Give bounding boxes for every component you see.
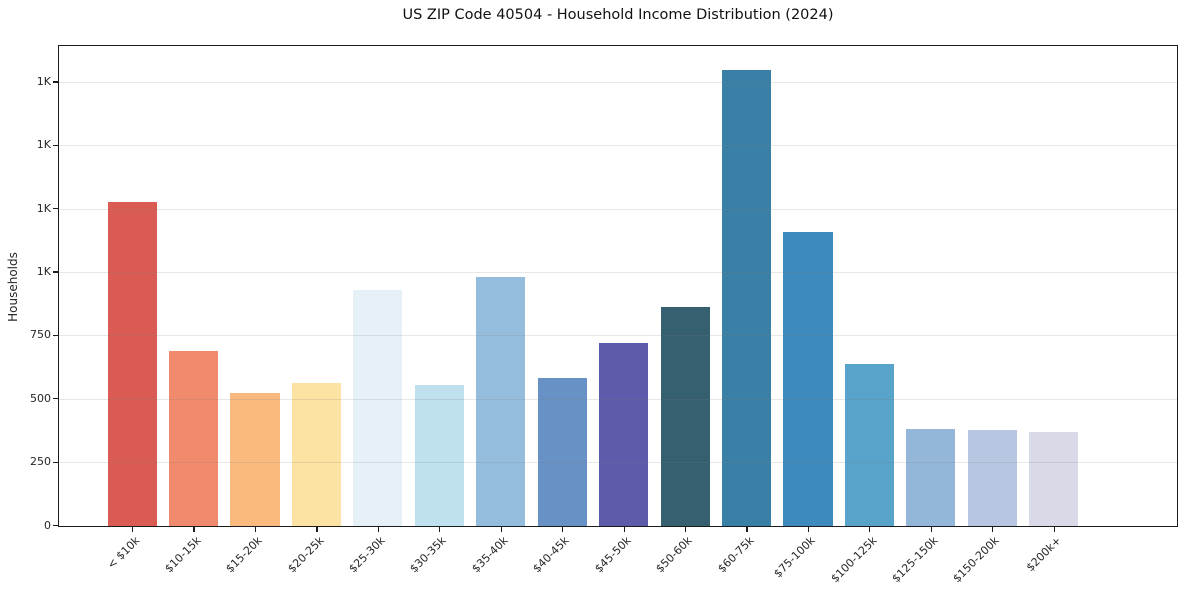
bar-1 — [107, 202, 157, 526]
x-tick-label: $40-45k — [530, 534, 572, 576]
bar-2 — [168, 350, 219, 526]
x-tick-label: $20-25k — [284, 534, 327, 576]
bar-8 — [537, 378, 587, 526]
x-tick-mark — [1053, 527, 1055, 532]
gridlines-layer — [59, 46, 1177, 526]
y-tick-label: 0 — [44, 518, 51, 532]
y-tick-label: 750 — [30, 328, 51, 342]
x-tick-mark — [193, 527, 195, 532]
y-tick-mark — [52, 398, 59, 400]
x-tick-label: $15-20k — [223, 534, 265, 576]
bar-13 — [844, 363, 894, 526]
bar-14 — [906, 428, 956, 526]
x-tick-label: $50-60k — [653, 534, 695, 576]
x-tick-mark — [746, 527, 748, 532]
gridline — [59, 145, 1177, 147]
x-tick-mark — [930, 527, 932, 532]
x-axis-tick-labels: < $10k $10-15k $15-20k $20-25k $25-30k $30-35… — [60, 534, 1177, 590]
bar-4 — [291, 382, 341, 526]
y-tick-mark — [52, 461, 59, 463]
bar-11 — [721, 70, 772, 526]
plot-area — [58, 45, 1178, 527]
y-tick-label: 1K — [36, 265, 51, 279]
bar-12 — [783, 232, 833, 526]
bar-10 — [660, 306, 710, 526]
x-tick-mark — [807, 527, 810, 532]
bar-3 — [230, 392, 280, 526]
bar-16 — [1029, 431, 1079, 526]
y-tick-mark — [52, 524, 59, 527]
y-tick-label: 1K — [36, 138, 51, 152]
y-tick-mark — [52, 271, 59, 273]
bar-15 — [967, 429, 1017, 526]
x-tick-label: $30-35k — [407, 534, 450, 576]
x-tick-mark — [254, 527, 257, 532]
x-tick-label: $60-75k — [714, 534, 757, 576]
bar-7 — [476, 277, 526, 526]
x-tick-label: $35-40k — [469, 534, 511, 576]
x-tick-mark — [562, 527, 564, 532]
y-tick-label: 250 — [30, 455, 51, 469]
x-tick-mark — [439, 527, 441, 532]
gridline — [59, 398, 1177, 400]
x-tick-mark — [500, 527, 502, 532]
x-tick-mark — [316, 527, 318, 532]
y-tick-label: 500 — [30, 391, 51, 405]
y-tick-mark — [52, 144, 59, 146]
x-tick-mark — [869, 527, 871, 532]
y-tick-label: 1K — [36, 74, 51, 88]
gridline — [59, 81, 1177, 83]
x-tick-mark — [684, 527, 687, 532]
x-tick-label: $150-200k — [950, 534, 1002, 586]
y-tick-mark — [52, 334, 59, 336]
x-tick-label: $125-150k — [889, 534, 941, 586]
y-tick-label: 1K — [36, 201, 51, 215]
gridline — [59, 335, 1177, 337]
x-tick-label: $200k+ — [1023, 534, 1064, 575]
x-tick-mark — [377, 527, 379, 532]
x-tick-label: $25-30k — [346, 534, 388, 576]
x-tick-label: $100-125k — [827, 534, 880, 586]
x-tick-mark — [992, 527, 994, 532]
gridline — [59, 272, 1177, 274]
x-tick-mark — [132, 527, 134, 532]
gridline — [59, 462, 1177, 464]
bar-6 — [414, 384, 464, 526]
bar-5 — [353, 290, 403, 526]
chart-title: US ZIP Code 40504 - Household Income Dis… — [402, 7, 834, 23]
bars-layer — [59, 46, 1177, 526]
y-axis-tick-labels: 0 250 500 750 1K 1K 1K 1K — [0, 47, 51, 532]
x-tick-label: $45-50k — [592, 534, 634, 576]
bar-9 — [599, 342, 649, 526]
y-tick-mark — [52, 208, 59, 210]
y-tick-mark — [52, 81, 59, 83]
x-tick-label: < $10k — [104, 534, 142, 572]
x-tick-label: $75-100k — [771, 534, 818, 581]
gridline — [59, 208, 1177, 210]
x-tick-mark — [623, 527, 625, 532]
x-tick-label: $10-15k — [161, 534, 204, 576]
